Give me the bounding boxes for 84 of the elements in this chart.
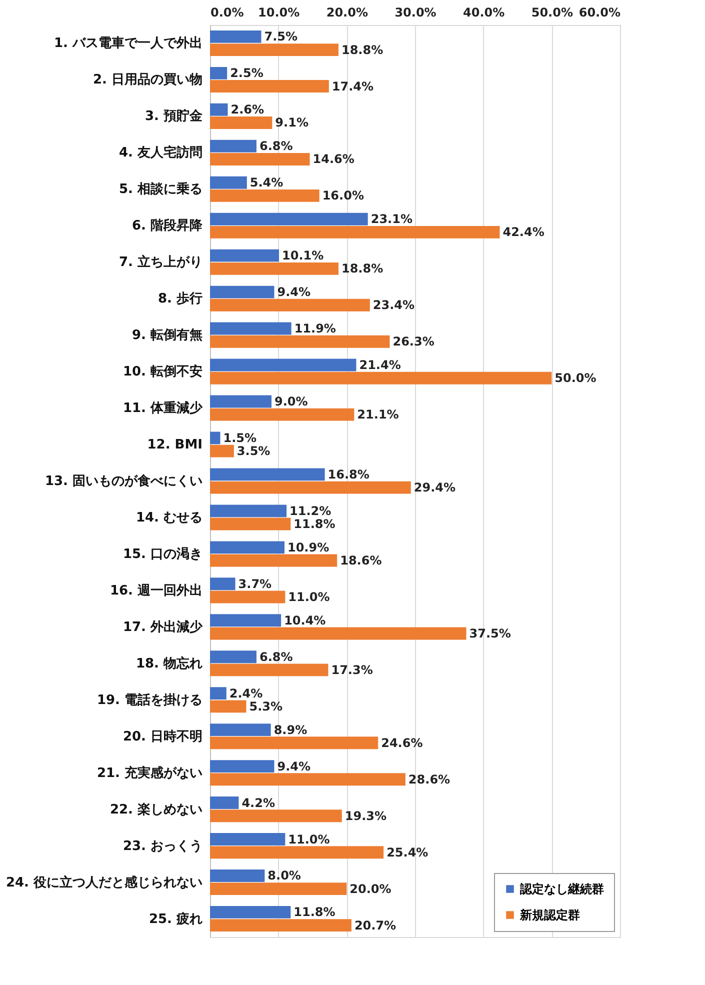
data-label: 9.0% — [274, 394, 308, 408]
data-label: 4.2% — [242, 796, 275, 810]
data-label: 2.4% — [229, 686, 263, 700]
y-tick-label: 10. 転倒不安 — [122, 364, 202, 380]
y-tick-label: 7. 立ち上がり — [118, 254, 202, 270]
y-tick-label: 13. 固いものが食べにくい — [44, 474, 202, 489]
data-label: 7.5% — [264, 30, 298, 44]
data-label: 23.1% — [370, 212, 412, 226]
data-label: 11.8% — [294, 517, 336, 532]
data-label: 2.5% — [230, 66, 264, 80]
data-label: 10.9% — [287, 540, 330, 554]
y-tick-label: 6. 階段昇降 — [132, 218, 204, 234]
data-label: 50.0% — [554, 371, 596, 386]
data-label: 11.8% — [294, 905, 336, 920]
data-label: 9.1% — [275, 116, 308, 130]
y-tick-label: 16. 週一回外出 — [110, 583, 202, 598]
data-label: 21.4% — [359, 358, 401, 372]
data-label: 23.4% — [372, 298, 415, 312]
data-label: 6.8% — [259, 139, 293, 154]
y-tick-label: 22. 楽しめない — [110, 802, 202, 818]
data-label: 20.7% — [354, 918, 396, 932]
y-tick-label: 8. 歩行 — [158, 292, 202, 307]
x-tick-label: 50.0% — [531, 6, 573, 20]
x-tick-label: 0.0% — [210, 6, 244, 20]
x-tick-label: 30.0% — [394, 6, 436, 20]
data-label: 18.8% — [341, 262, 384, 276]
data-label: 6.8% — [259, 650, 293, 664]
y-tick-label: 12. BMI — [147, 438, 202, 453]
y-tick-label: 9. 転倒有無 — [132, 328, 202, 344]
data-label: 26.3% — [392, 334, 434, 349]
y-tick-label: 20. 日時不明 — [122, 729, 202, 744]
y-tick-label: 25. 疲れ — [148, 910, 202, 927]
data-label: 28.6% — [408, 772, 450, 786]
data-label: 11.9% — [294, 322, 336, 336]
data-label: 1.5% — [223, 430, 257, 445]
data-label: 5.3% — [249, 699, 282, 714]
data-label: 8.9% — [274, 722, 308, 737]
data-label: 8.0% — [268, 868, 301, 883]
data-label: 10.4% — [284, 613, 326, 628]
y-tick-label: 15. 口の渇き — [122, 546, 202, 562]
data-label: 10.1% — [282, 248, 324, 263]
y-tick-label: 21. 充実感がない — [96, 764, 202, 781]
data-label: 11.0% — [288, 590, 330, 604]
data-label: 42.4% — [502, 225, 544, 240]
data-label: 11.0% — [288, 832, 330, 846]
y-tick-label: 14. むせる — [136, 510, 202, 526]
legend-label: 認定なし継続群 — [519, 882, 604, 896]
data-label: 16.0% — [322, 188, 364, 203]
x-tick-label: 20.0% — [326, 6, 368, 20]
data-label: 24.6% — [381, 736, 423, 750]
data-label: 18.8% — [341, 42, 384, 57]
x-tick-label: 40.0% — [463, 6, 505, 20]
data-label: 5.4% — [250, 176, 284, 190]
y-tick-label: 18. 物忘れ — [136, 655, 202, 672]
data-label: 3.5% — [236, 444, 270, 458]
data-label: 18.6% — [340, 554, 382, 568]
y-tick-label: 5. 相談に乗る — [118, 181, 202, 198]
x-tick-label: 60.0% — [578, 6, 620, 20]
y-tick-label: 19. 電話を掛ける — [96, 692, 202, 708]
y-tick-label: 11. 体重減少 — [122, 400, 204, 416]
y-tick-label: 3. 預貯金 — [144, 108, 204, 124]
data-label: 19.3% — [344, 808, 387, 823]
data-label: 2.6% — [230, 102, 264, 117]
data-label: 17.3% — [331, 662, 373, 677]
data-label: 9.4% — [277, 759, 311, 774]
y-tick-label: 1. バス電車で一人で外出 — [54, 36, 202, 52]
y-tick-label: 2. 日用品の買い物 — [92, 72, 202, 88]
y-tick-label: 24. 役に立つ人だと感じられない — [6, 874, 202, 890]
legend-label: 新規認定群 — [519, 908, 580, 922]
data-label: 11.2% — [290, 504, 332, 518]
data-label: 9.4% — [277, 285, 311, 300]
data-label: 16.8% — [328, 467, 370, 482]
data-label: 37.5% — [469, 626, 511, 640]
data-label: 14.6% — [312, 152, 354, 166]
y-tick-label: 4. 友人宅訪問 — [118, 144, 202, 161]
y-tick-label: 23. おっくう — [122, 838, 202, 854]
y-tick-label: 17. 外出減少 — [122, 620, 204, 635]
data-label: 29.4% — [414, 480, 456, 495]
data-label: 20.0% — [350, 882, 392, 896]
data-label: 21.1% — [357, 408, 399, 422]
data-label: 3.7% — [238, 576, 272, 591]
data-label: 17.4% — [332, 79, 374, 94]
data-label: 25.4% — [386, 845, 428, 860]
x-tick-label: 10.0% — [258, 6, 300, 20]
